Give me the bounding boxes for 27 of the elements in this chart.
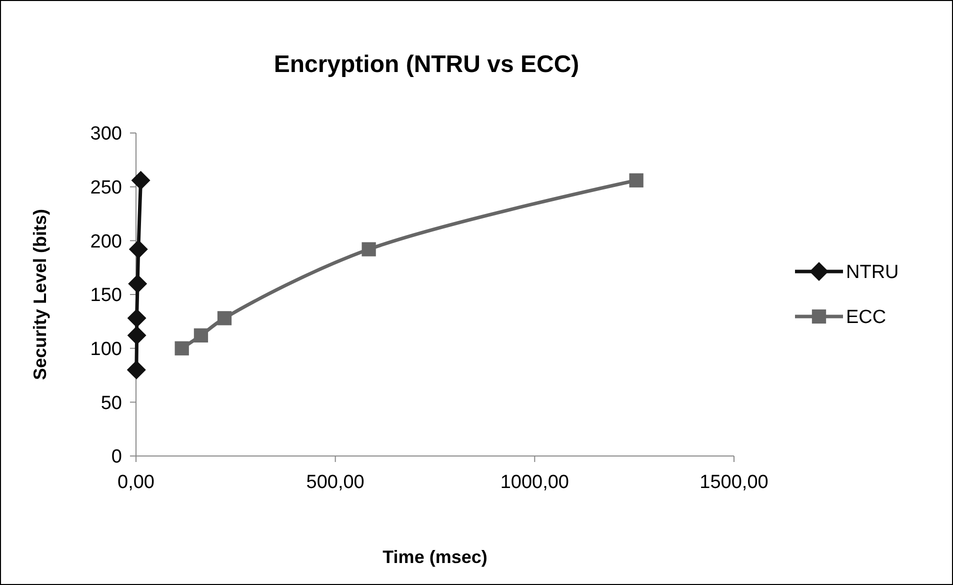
- y-tick-label: 0: [111, 446, 122, 468]
- point: [194, 328, 208, 342]
- y-tick-label: 50: [100, 392, 122, 414]
- point: [126, 360, 146, 380]
- y-tick-label: 150: [90, 285, 122, 306]
- point: [127, 326, 146, 345]
- point: [131, 170, 150, 190]
- point: [127, 308, 146, 328]
- point: [174, 341, 189, 356]
- y-tick-label: 250: [90, 177, 122, 198]
- point: [362, 242, 376, 256]
- point: [629, 173, 644, 188]
- point: [128, 240, 148, 259]
- x-tick-label: 1000,00: [500, 472, 570, 493]
- x-tick-label: 0,00: [118, 472, 154, 493]
- legend-label: ECC: [846, 307, 886, 328]
- x-tick-label: 1500,00: [700, 472, 768, 493]
- y-tick-label: 200: [90, 231, 122, 252]
- y-axis-title: Security Level (bits): [30, 208, 50, 380]
- x-axis-title: Time (msec): [382, 547, 488, 567]
- y-tick-label: 300: [90, 124, 122, 145]
- x-tick-label: 500,00: [306, 472, 364, 493]
- point: [217, 311, 232, 326]
- y-tick-label: 100: [90, 338, 122, 360]
- legend-label: NTRU: [846, 262, 899, 284]
- chart-title: Encryption (NTRU vs ECC): [274, 51, 580, 78]
- point: [128, 274, 148, 294]
